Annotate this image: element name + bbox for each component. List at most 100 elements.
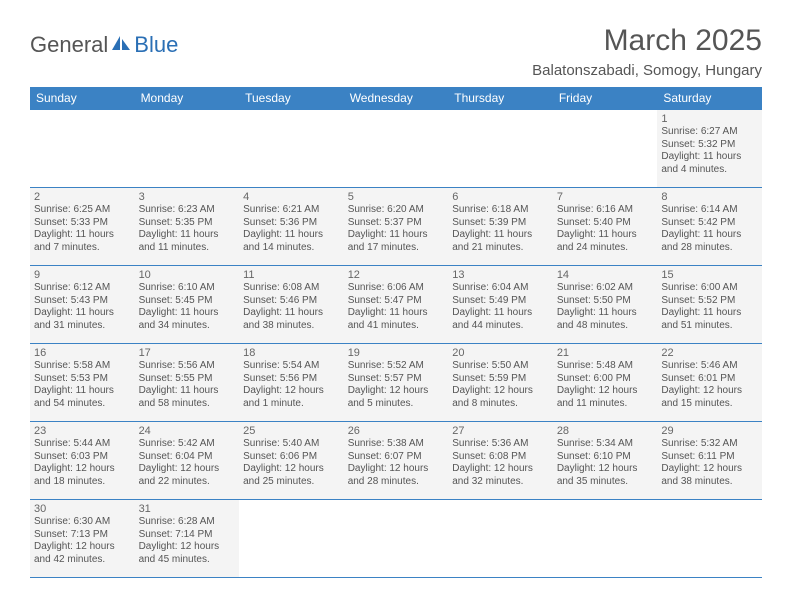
daylight-text: and 44 minutes. [452, 320, 549, 333]
daylight-text: and 42 minutes. [34, 554, 131, 567]
sunrise-text: Sunrise: 6:30 AM [34, 516, 131, 529]
day-number: 21 [557, 347, 654, 359]
calendar-cell: 26Sunrise: 5:38 AMSunset: 6:07 PMDayligh… [344, 422, 449, 500]
sunset-text: Sunset: 5:59 PM [452, 373, 549, 386]
day-number: 14 [557, 269, 654, 281]
sunset-text: Sunset: 6:04 PM [139, 451, 236, 464]
daylight-text: Daylight: 12 hours [452, 385, 549, 398]
daylight-text: Daylight: 11 hours [139, 229, 236, 242]
calendar-cell [239, 110, 344, 188]
daylight-text: Daylight: 11 hours [452, 229, 549, 242]
calendar-cell [448, 500, 553, 578]
day-number: 26 [348, 425, 445, 437]
sunset-text: Sunset: 6:08 PM [452, 451, 549, 464]
calendar-cell: 1Sunrise: 6:27 AMSunset: 5:32 PMDaylight… [657, 110, 762, 188]
calendar-cell: 5Sunrise: 6:20 AMSunset: 5:37 PMDaylight… [344, 188, 449, 266]
weekday-header: Sunday [30, 87, 135, 110]
calendar-cell: 18Sunrise: 5:54 AMSunset: 5:56 PMDayligh… [239, 344, 344, 422]
daylight-text: and 32 minutes. [452, 476, 549, 489]
daylight-text: and 35 minutes. [557, 476, 654, 489]
sunrise-text: Sunrise: 6:23 AM [139, 204, 236, 217]
sunrise-text: Sunrise: 5:50 AM [452, 360, 549, 373]
calendar-cell: 6Sunrise: 6:18 AMSunset: 5:39 PMDaylight… [448, 188, 553, 266]
daylight-text: Daylight: 11 hours [661, 229, 758, 242]
sunrise-text: Sunrise: 6:08 AM [243, 282, 340, 295]
sunset-text: Sunset: 7:14 PM [139, 529, 236, 542]
calendar-page: General Blue March 2025 Balatonszabadi, … [0, 0, 792, 596]
calendar-cell [344, 500, 449, 578]
logo: General Blue [30, 24, 178, 58]
calendar-cell [553, 500, 658, 578]
calendar-cell: 13Sunrise: 6:04 AMSunset: 5:49 PMDayligh… [448, 266, 553, 344]
logo-text-1: General [30, 32, 108, 58]
daylight-text: Daylight: 11 hours [34, 229, 131, 242]
sunset-text: Sunset: 5:43 PM [34, 295, 131, 308]
calendar-week-row: 1Sunrise: 6:27 AMSunset: 5:32 PMDaylight… [30, 110, 762, 188]
daylight-text: and 8 minutes. [452, 398, 549, 411]
daylight-text: Daylight: 11 hours [139, 385, 236, 398]
sunrise-text: Sunrise: 5:56 AM [139, 360, 236, 373]
sunset-text: Sunset: 6:06 PM [243, 451, 340, 464]
sunrise-text: Sunrise: 6:06 AM [348, 282, 445, 295]
day-number: 27 [452, 425, 549, 437]
weekday-header: Thursday [448, 87, 553, 110]
daylight-text: and 18 minutes. [34, 476, 131, 489]
day-number: 8 [661, 191, 758, 203]
daylight-text: and 31 minutes. [34, 320, 131, 333]
sunset-text: Sunset: 5:49 PM [452, 295, 549, 308]
sunrise-text: Sunrise: 6:27 AM [661, 126, 758, 139]
daylight-text: Daylight: 12 hours [557, 385, 654, 398]
calendar-cell: 9Sunrise: 6:12 AMSunset: 5:43 PMDaylight… [30, 266, 135, 344]
sunrise-text: Sunrise: 6:21 AM [243, 204, 340, 217]
daylight-text: and 7 minutes. [34, 242, 131, 255]
daylight-text: Daylight: 11 hours [661, 307, 758, 320]
sunrise-text: Sunrise: 5:34 AM [557, 438, 654, 451]
day-number: 2 [34, 191, 131, 203]
sunset-text: Sunset: 5:46 PM [243, 295, 340, 308]
day-number: 9 [34, 269, 131, 281]
sunset-text: Sunset: 5:36 PM [243, 217, 340, 230]
calendar-cell: 10Sunrise: 6:10 AMSunset: 5:45 PMDayligh… [135, 266, 240, 344]
sunrise-text: Sunrise: 5:36 AM [452, 438, 549, 451]
daylight-text: and 54 minutes. [34, 398, 131, 411]
calendar-cell: 15Sunrise: 6:00 AMSunset: 5:52 PMDayligh… [657, 266, 762, 344]
calendar-week-row: 16Sunrise: 5:58 AMSunset: 5:53 PMDayligh… [30, 344, 762, 422]
sunset-text: Sunset: 5:33 PM [34, 217, 131, 230]
daylight-text: and 28 minutes. [348, 476, 445, 489]
sunrise-text: Sunrise: 5:48 AM [557, 360, 654, 373]
calendar-cell: 2Sunrise: 6:25 AMSunset: 5:33 PMDaylight… [30, 188, 135, 266]
daylight-text: Daylight: 12 hours [139, 541, 236, 554]
daylight-text: Daylight: 11 hours [34, 307, 131, 320]
daylight-text: Daylight: 12 hours [243, 463, 340, 476]
day-number: 1 [661, 113, 758, 125]
sunrise-text: Sunrise: 6:28 AM [139, 516, 236, 529]
daylight-text: Daylight: 11 hours [557, 307, 654, 320]
calendar-cell [30, 110, 135, 188]
daylight-text: and 24 minutes. [557, 242, 654, 255]
logo-text-2: Blue [134, 32, 178, 58]
daylight-text: and 51 minutes. [661, 320, 758, 333]
sunrise-text: Sunrise: 5:38 AM [348, 438, 445, 451]
sunset-text: Sunset: 5:47 PM [348, 295, 445, 308]
daylight-text: Daylight: 12 hours [348, 463, 445, 476]
daylight-text: Daylight: 12 hours [661, 385, 758, 398]
sunrise-text: Sunrise: 6:18 AM [452, 204, 549, 217]
month-title: March 2025 [532, 24, 762, 58]
daylight-text: Daylight: 12 hours [557, 463, 654, 476]
day-number: 11 [243, 269, 340, 281]
day-number: 19 [348, 347, 445, 359]
daylight-text: Daylight: 11 hours [243, 229, 340, 242]
calendar-cell [657, 500, 762, 578]
calendar-cell: 19Sunrise: 5:52 AMSunset: 5:57 PMDayligh… [344, 344, 449, 422]
daylight-text: and 48 minutes. [557, 320, 654, 333]
weekday-header: Monday [135, 87, 240, 110]
calendar-cell: 11Sunrise: 6:08 AMSunset: 5:46 PMDayligh… [239, 266, 344, 344]
daylight-text: and 41 minutes. [348, 320, 445, 333]
daylight-text: and 11 minutes. [139, 242, 236, 255]
sunset-text: Sunset: 5:45 PM [139, 295, 236, 308]
daylight-text: and 58 minutes. [139, 398, 236, 411]
sunset-text: Sunset: 5:32 PM [661, 139, 758, 152]
weekday-header: Friday [553, 87, 658, 110]
sunset-text: Sunset: 6:11 PM [661, 451, 758, 464]
sunrise-text: Sunrise: 6:04 AM [452, 282, 549, 295]
